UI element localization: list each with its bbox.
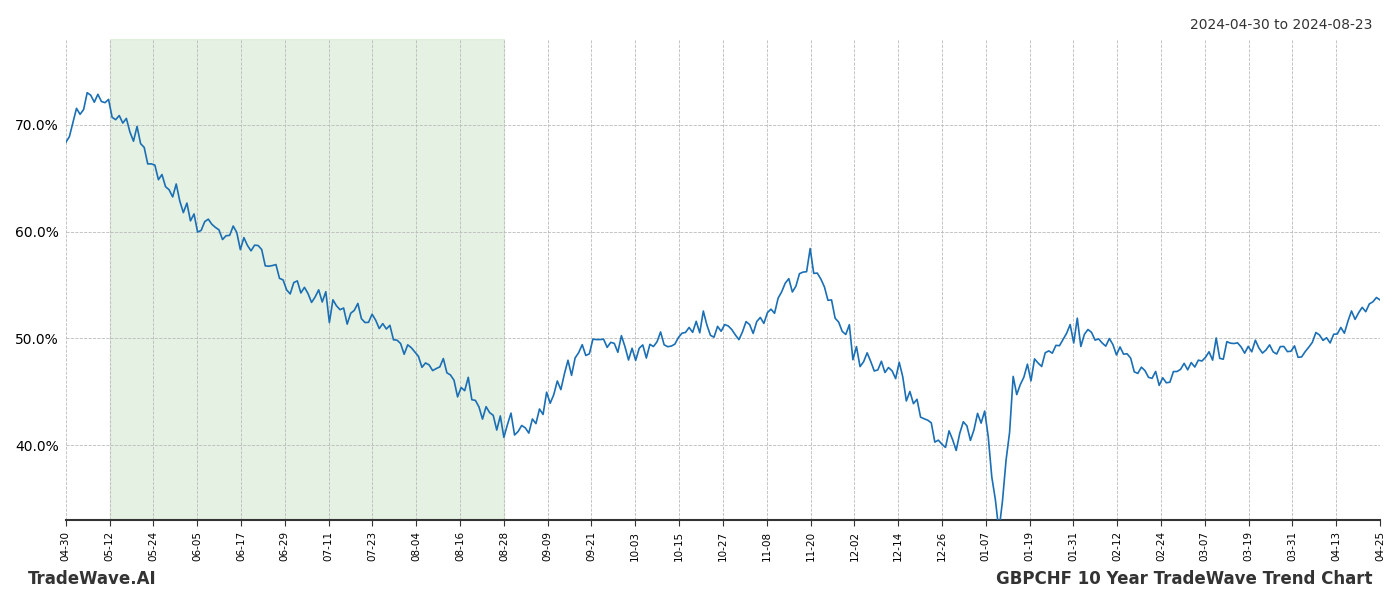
Text: 2024-04-30 to 2024-08-23: 2024-04-30 to 2024-08-23 (1190, 18, 1372, 32)
Text: GBPCHF 10 Year TradeWave Trend Chart: GBPCHF 10 Year TradeWave Trend Chart (995, 570, 1372, 588)
Bar (109, 39, 504, 520)
Text: TradeWave.AI: TradeWave.AI (28, 570, 157, 588)
